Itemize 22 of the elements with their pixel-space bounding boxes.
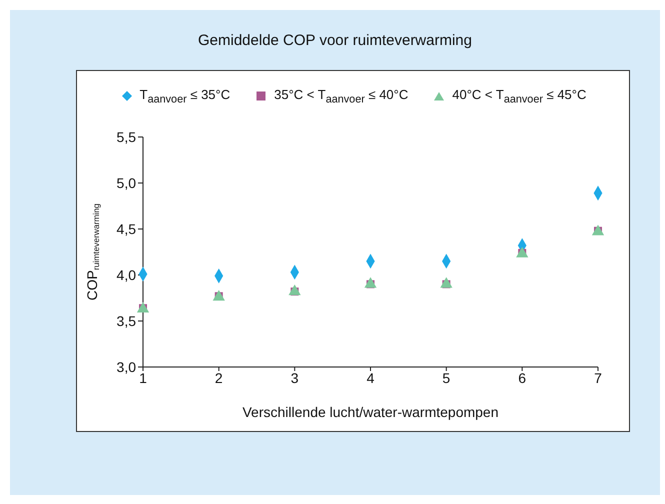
y-tick-label: 4,0 — [116, 266, 136, 283]
point — [440, 277, 452, 288]
chart-title: Gemiddelde COP voor ruimteverwarming — [197, 32, 473, 49]
point — [136, 302, 150, 313]
y-tick-label: 3,5 — [116, 312, 136, 329]
point — [288, 284, 301, 296]
x-tick-label: 3 — [290, 370, 299, 386]
point — [364, 277, 377, 288]
y-tick-label: 5,0 — [116, 174, 136, 191]
y-tick-label: 3,0 — [116, 358, 136, 375]
legend-label: 40°C < T$_{aanvoer}$ ≤ 45°C — [452, 87, 586, 106]
legend-label: T$_{aanvoer}$ ≤ 35°C — [140, 87, 230, 106]
y-tick-label: 5,5 — [116, 128, 136, 145]
x-tick-label: 4 — [366, 370, 375, 386]
x-axis-title: Verschillende lucht/water-warmtepompen — [242, 404, 499, 420]
x-tick-label: 6 — [518, 370, 526, 386]
x-tick-label: 1 — [139, 370, 148, 386]
x-tick-label: 5 — [442, 370, 450, 386]
x-tick-label: 2 — [214, 370, 223, 386]
legend-label: 35°C < T$_{aanvoer}$ ≤ 40°C — [274, 87, 408, 106]
y-tick-label: 4,5 — [116, 220, 136, 237]
x-tick-label: 7 — [594, 370, 602, 386]
